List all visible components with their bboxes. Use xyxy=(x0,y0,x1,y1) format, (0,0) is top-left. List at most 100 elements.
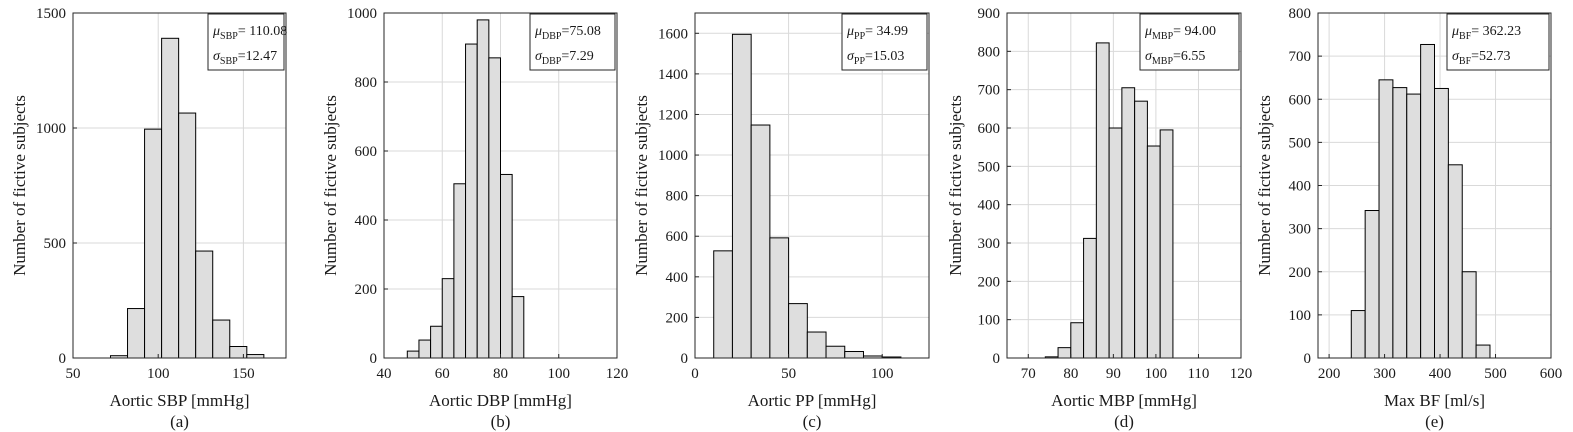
y-tick-label: 0 xyxy=(993,351,1001,367)
std-stat: σDBP=7.29 xyxy=(535,49,594,67)
stat-subscript: MBP xyxy=(1152,31,1174,42)
histogram-panel: 40 60 80 100 120 0 200 400 600 800 1000 Aortic DBP … xyxy=(321,6,628,431)
mean-stat: μDBP=75.08 xyxy=(534,24,601,42)
stats-legend-box xyxy=(1139,13,1240,71)
histogram-bar xyxy=(161,37,180,359)
histogram-bar xyxy=(1159,129,1174,359)
histogram-bar xyxy=(441,278,455,359)
stat-value: =52.73 xyxy=(1471,49,1510,64)
y-tick-label: 800 xyxy=(355,75,378,91)
stat-symbol: σ xyxy=(847,49,855,64)
x-tick-label: 300 xyxy=(1373,366,1396,382)
y-axis-label: Number of fictive subjects xyxy=(1255,95,1274,276)
y-tick-label: 400 xyxy=(1289,179,1312,195)
y-tick-label: 0 xyxy=(370,351,378,367)
x-tick-label: 200 xyxy=(1318,366,1341,382)
y-tick-label: 500 xyxy=(44,236,67,252)
axes-frame xyxy=(1006,12,1242,359)
y-axis-label: Number of fictive subjects xyxy=(632,95,651,276)
stat-symbol: μ xyxy=(846,24,854,39)
histogram-bar xyxy=(1146,145,1161,359)
x-tick-label: 50 xyxy=(66,366,81,382)
y-tick-label: 0 xyxy=(59,351,67,367)
y-tick-label: 100 xyxy=(978,313,1001,329)
stat-value: =75.08 xyxy=(561,24,600,39)
histogram-bar xyxy=(1350,310,1366,359)
std-stat: σBF=52.73 xyxy=(1452,49,1511,67)
histogram-bar xyxy=(418,339,432,359)
x-tick-label: 50 xyxy=(781,366,796,382)
y-tick-label: 700 xyxy=(978,83,1001,99)
y-tick-label: 1000 xyxy=(36,121,66,137)
y-tick-label: 800 xyxy=(666,189,689,205)
histogram-bar xyxy=(1420,43,1436,359)
std-stat: σMBP=6.55 xyxy=(1145,49,1205,67)
x-tick-label: 0 xyxy=(691,366,699,382)
stats-legend-box xyxy=(207,13,285,71)
y-tick-label: 300 xyxy=(978,236,1001,252)
mean-stat: μBF= 362.23 xyxy=(1451,24,1521,42)
histogram-bar xyxy=(844,351,864,359)
y-axis-label: Number of fictive subjects xyxy=(10,95,29,276)
histogram-bar xyxy=(1392,87,1408,359)
histogram-bar xyxy=(1108,127,1123,359)
stat-symbol: σ xyxy=(213,49,221,64)
y-axis-label: Number of fictive subjects xyxy=(946,95,965,276)
stat-value: =6.55 xyxy=(1173,49,1205,64)
x-tick-label: 400 xyxy=(1429,366,1452,382)
y-tick-label: 1200 xyxy=(658,107,688,123)
stat-value: = 34.99 xyxy=(865,24,908,39)
y-tick-label: 400 xyxy=(355,213,378,229)
x-axis-label: Aortic PP [mmHg] xyxy=(748,391,877,410)
histogram-bar xyxy=(488,57,502,359)
y-tick-label: 400 xyxy=(666,270,689,286)
x-tick-label: 150 xyxy=(232,366,255,382)
histogram-bar xyxy=(212,319,231,359)
stat-subscript: MBP xyxy=(1152,56,1174,67)
histogram-bar xyxy=(769,237,790,359)
stat-symbol: μ xyxy=(1144,24,1152,39)
histogram-bar xyxy=(1134,100,1148,359)
stat-subscript: BF xyxy=(1459,31,1472,42)
y-tick-label: 500 xyxy=(1289,135,1312,151)
y-tick-label: 100 xyxy=(1289,308,1312,324)
y-tick-label: 1400 xyxy=(658,67,688,83)
y-tick-label: 200 xyxy=(666,310,689,326)
axes-frame xyxy=(694,12,930,359)
mean-stat: μPP= 34.99 xyxy=(846,24,908,42)
y-tick-label: 200 xyxy=(1289,265,1312,281)
histogram-bar xyxy=(246,354,265,359)
stat-symbol: σ xyxy=(535,49,543,64)
histogram-panel: 70 80 90 100 110 120 0 100 200 300 400 500 600 700 800… xyxy=(946,6,1252,431)
x-axis-label: Aortic DBP [mmHg] xyxy=(429,391,572,410)
histogram-bar xyxy=(500,173,513,359)
y-tick-label: 200 xyxy=(978,274,1001,290)
histogram-bar xyxy=(1364,210,1380,359)
x-axis-label: Max BF [ml/s] xyxy=(1384,391,1485,410)
x-tick-label: 600 xyxy=(1540,366,1563,382)
y-tick-label: 200 xyxy=(355,282,378,298)
y-tick-label: 800 xyxy=(1289,6,1312,22)
x-tick-label: 40 xyxy=(377,366,392,382)
panel-label: (e) xyxy=(1425,412,1444,431)
y-tick-label: 1000 xyxy=(347,6,377,22)
y-tick-label: 500 xyxy=(978,159,1001,175)
histogram-bar xyxy=(1378,79,1394,359)
y-tick-label: 300 xyxy=(1289,222,1312,238)
histogram-bar xyxy=(1406,93,1422,359)
x-tick-label: 90 xyxy=(1106,366,1121,382)
y-tick-label: 600 xyxy=(1289,92,1312,108)
x-tick-label: 80 xyxy=(493,366,508,382)
stat-subscript: DBP xyxy=(542,31,562,42)
panel-label: (d) xyxy=(1114,412,1134,431)
histogram-bar xyxy=(825,345,846,359)
histogram-panel: 200 300 400 500 600 0 100 200 300 400 500 600 700 800… xyxy=(1255,6,1562,431)
stat-subscript: SBP xyxy=(220,56,238,67)
stat-symbol: μ xyxy=(1451,24,1459,39)
stat-value: = 94.00 xyxy=(1173,24,1216,39)
histogram-bar xyxy=(1057,347,1072,359)
x-tick-label: 80 xyxy=(1063,366,1078,382)
x-axis-label: Aortic SBP [mmHg] xyxy=(109,391,249,410)
x-tick-label: 70 xyxy=(1021,366,1036,382)
histogram-bar xyxy=(750,124,771,359)
